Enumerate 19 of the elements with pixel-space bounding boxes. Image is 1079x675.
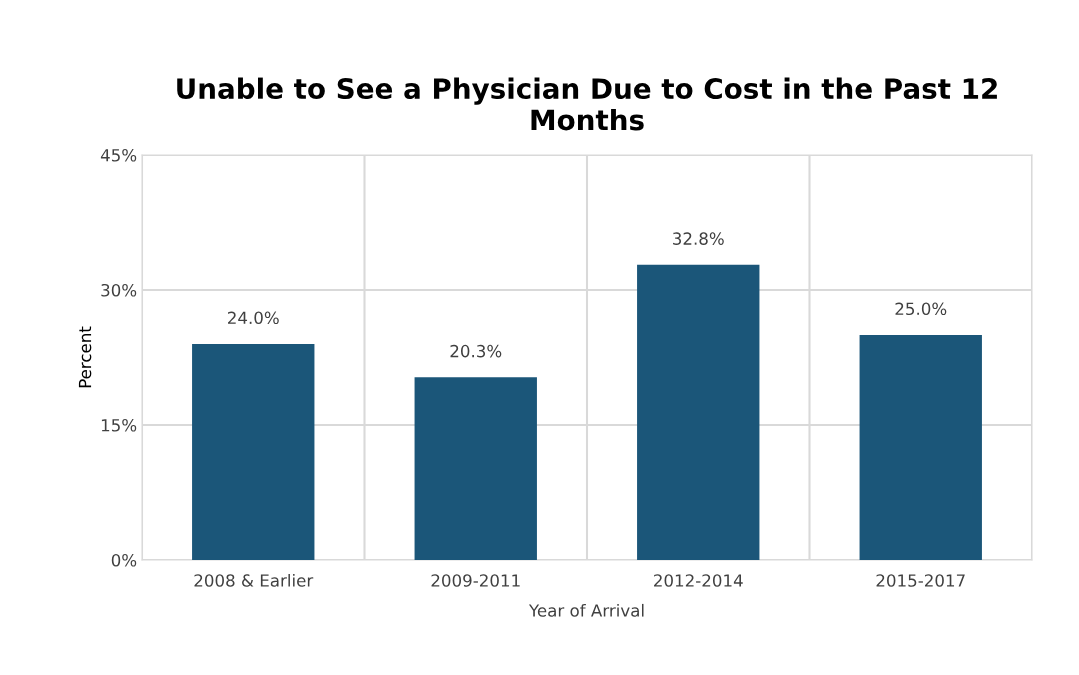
y-axis-title: Percent — [78, 326, 92, 388]
bar — [414, 377, 537, 560]
y-tick-label: 0% — [111, 553, 137, 567]
bar — [637, 264, 760, 560]
y-tick-label: 15% — [101, 418, 137, 432]
data-label: 32.8% — [673, 232, 724, 245]
chart-title: Unable to See a Physician Due to Cost in the Past 12 Months — [177, 77, 997, 131]
bar — [859, 335, 982, 560]
data-label: 20.3% — [450, 344, 502, 358]
y-tick-label: 30% — [101, 283, 137, 297]
y-tick-label: 45% — [100, 148, 137, 162]
bar — [192, 344, 315, 560]
data-label: 24.0% — [228, 311, 279, 325]
x-tick-label: 2009-2011 — [431, 574, 520, 587]
data-label: 25.0% — [895, 302, 947, 316]
x-axis-title: Year of Arrival — [528, 603, 644, 617]
x-tick-label: 2012-2014 — [654, 574, 743, 587]
x-tick-label: 2008 & Earlier — [194, 573, 314, 587]
x-tick-label: 2015-2017 — [876, 574, 965, 587]
